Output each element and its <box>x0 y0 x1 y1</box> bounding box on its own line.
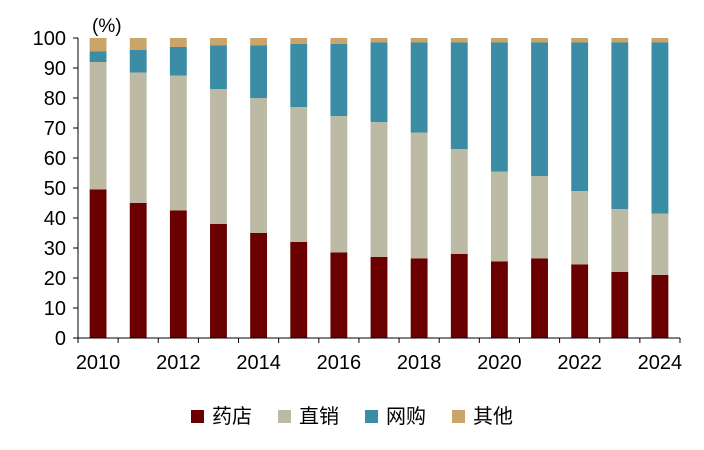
y-tick-label-0: 0 <box>55 328 66 350</box>
bar-2010-series-3 <box>89 38 107 52</box>
legend-swatch-2 <box>365 410 378 423</box>
bar-2019-series-0 <box>450 254 468 338</box>
bar-2015-series-1 <box>290 107 308 242</box>
bar-2021-series-3 <box>531 38 548 43</box>
bar-2020-series-2 <box>490 42 508 172</box>
bar-2010-series-1 <box>89 62 107 190</box>
bar-2016-series-3 <box>330 38 348 44</box>
bar-2023-series-2 <box>611 42 629 209</box>
x-tick-label-2014: 2014 <box>236 352 281 374</box>
bar-2016-series-2 <box>330 44 348 116</box>
y-tick-label-70: 70 <box>44 118 66 140</box>
bar-2013-series-2 <box>210 45 227 89</box>
bar-2023-series-1 <box>611 209 629 272</box>
legend-swatch-3 <box>452 410 465 423</box>
bar-2022-series-2 <box>571 42 589 191</box>
bar-2020-series-0 <box>490 261 508 338</box>
bar-2013-series-0 <box>210 224 227 338</box>
bar-2012-series-2 <box>169 47 187 76</box>
y-tick-label-30: 30 <box>44 238 66 260</box>
x-tick-label-2020: 2020 <box>477 352 522 374</box>
legend-label-0: 药店 <box>212 405 252 428</box>
bars-layer <box>89 38 669 338</box>
bar-2010-series-0 <box>89 189 107 338</box>
bar-2018-series-0 <box>410 258 428 338</box>
bar-2016-series-0 <box>330 252 348 338</box>
bar-2022-series-0 <box>571 264 589 338</box>
bar-2024-series-2 <box>651 42 669 214</box>
bar-2021-series-2 <box>531 42 548 176</box>
bar-2022-series-1 <box>571 191 589 265</box>
y-tick-label-60: 60 <box>44 148 66 170</box>
bar-2012-series-0 <box>169 210 187 338</box>
y-unit-label: (%) <box>92 16 122 37</box>
x-tick-label-2010: 2010 <box>76 352 121 374</box>
bar-2024-series-1 <box>651 213 669 275</box>
y-tick-label-20: 20 <box>44 268 66 290</box>
bar-2024-series-3 <box>651 38 669 43</box>
legend-label-3: 其他 <box>473 405 513 428</box>
bar-2016-series-1 <box>330 116 348 253</box>
bar-2011-series-1 <box>129 72 147 203</box>
bar-2017-series-2 <box>370 42 388 122</box>
bar-2012-series-3 <box>169 38 187 47</box>
y-tick-label-40: 40 <box>44 208 66 230</box>
y-tick-label-100: 100 <box>33 28 66 50</box>
legend: 药店 直销 网购 其他 <box>191 405 513 428</box>
x-tick-label-2016: 2016 <box>317 352 362 374</box>
y-tick-label-10: 10 <box>44 298 66 320</box>
axes-layer: 0 10 20 30 40 50 60 70 80 90 100 (%) 2010 2012 2014 201… <box>33 16 683 374</box>
bar-2019-series-1 <box>450 149 468 254</box>
bar-2018-series-3 <box>410 38 428 43</box>
y-tick-label-90: 90 <box>44 58 66 80</box>
bar-2024-series-0 <box>651 275 669 338</box>
bar-2010-series-2 <box>89 51 107 62</box>
bar-2011-series-2 <box>129 50 147 73</box>
bar-2014-series-3 <box>250 38 268 46</box>
bar-2019-series-2 <box>450 42 468 149</box>
legend-label-2: 网购 <box>386 405 426 428</box>
bar-2015-series-2 <box>290 44 308 107</box>
bar-2013-series-3 <box>210 38 227 46</box>
bar-2014-series-2 <box>250 45 268 98</box>
bar-2023-series-3 <box>611 38 629 43</box>
bar-2017-series-1 <box>370 122 388 257</box>
bar-2017-series-3 <box>370 38 388 43</box>
bar-2011-series-3 <box>129 38 147 50</box>
bar-2020-series-1 <box>490 171 508 262</box>
bar-2018-series-1 <box>410 132 428 259</box>
legend-swatch-1 <box>278 410 291 423</box>
y-tick-label-80: 80 <box>44 88 66 110</box>
bar-2015-series-0 <box>290 242 308 338</box>
bar-2018-series-2 <box>410 42 428 133</box>
bar-2014-series-0 <box>250 233 268 338</box>
x-tick-label-2022: 2022 <box>557 352 602 374</box>
bar-2021-series-1 <box>531 176 548 259</box>
bar-2020-series-3 <box>490 38 508 43</box>
legend-swatch-0 <box>191 410 204 423</box>
x-tick-label-2024: 2024 <box>638 352 683 374</box>
y-tick-label-50: 50 <box>44 178 66 200</box>
bar-2015-series-3 <box>290 38 308 44</box>
x-tick-label-2012: 2012 <box>156 352 201 374</box>
bar-2013-series-1 <box>210 89 227 224</box>
bar-2022-series-3 <box>571 38 589 43</box>
bar-2012-series-1 <box>169 75 187 211</box>
bar-2021-series-0 <box>531 258 548 338</box>
legend-label-1: 直销 <box>299 405 339 428</box>
x-tick-label-2018: 2018 <box>397 352 442 374</box>
bar-2014-series-1 <box>250 98 268 233</box>
bar-2011-series-0 <box>129 203 147 338</box>
bar-2017-series-0 <box>370 257 388 338</box>
bar-2023-series-0 <box>611 272 629 338</box>
bar-2019-series-3 <box>450 38 468 43</box>
